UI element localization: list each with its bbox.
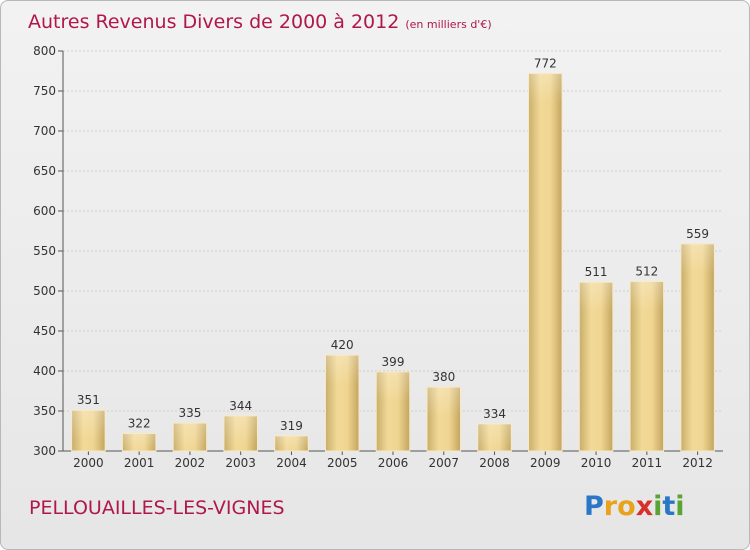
x-tick-label: 2004: [276, 456, 307, 470]
logo-letter: i: [653, 491, 663, 522]
x-tick-label: 2000: [73, 456, 104, 470]
bar-highlight: [630, 281, 664, 312]
label-layer: 351 322 335 344 319 420 399 380 334 772 511 512 559: [77, 56, 709, 432]
y-tick-label: 800: [33, 44, 56, 58]
chart-title: Autres Revenus Divers de 2000 à 2012 (en …: [28, 11, 492, 33]
bar-highlight: [223, 415, 258, 446]
bar-value-label: 512: [635, 264, 658, 278]
x-tick-label: 2012: [682, 456, 713, 470]
bar-highlight: [528, 73, 563, 104]
y-tick-label: 400: [33, 364, 56, 378]
bar-value-label: 559: [686, 227, 709, 241]
x-tick-label: 2002: [175, 456, 206, 470]
y-tick-label: 650: [33, 164, 56, 178]
bar-value-label: 322: [128, 416, 151, 430]
bar-highlight: [680, 243, 715, 274]
y-tick-label: 450: [33, 324, 56, 338]
bar-highlight: [427, 387, 461, 417]
x-tick-label: 2011: [632, 456, 663, 470]
y-tick-label: 550: [33, 244, 56, 258]
bar-layer: [71, 72, 715, 452]
bar-value-label: 335: [178, 406, 201, 420]
chart-subtitle: (en milliers d'€): [405, 18, 492, 31]
bar-value-label: 399: [382, 355, 405, 369]
y-tick-label: 350: [33, 404, 56, 418]
bar[interactable]: [680, 243, 715, 452]
bar-highlight: [71, 410, 106, 441]
logo-letter: r: [603, 491, 618, 522]
bar-highlight: [274, 435, 309, 451]
bar-value-label: 420: [331, 338, 354, 352]
y-tick-label: 600: [33, 204, 56, 218]
logo-letter: i: [675, 491, 685, 522]
bar-value-label: 772: [534, 56, 557, 70]
bar-highlight: [173, 423, 207, 451]
x-tick-label: 2008: [479, 456, 510, 470]
chart-title-text: Autres Revenus Divers de 2000 à 2012: [28, 11, 400, 33]
bar-highlight: [477, 423, 512, 451]
bar-value-label: 334: [483, 407, 506, 421]
y-tick-label: 300: [33, 444, 56, 458]
bar-value-label: 511: [585, 265, 608, 279]
bar-value-label: 351: [77, 393, 100, 407]
bar-highlight: [325, 355, 359, 385]
x-tick-label: 2005: [327, 456, 358, 470]
x-tick-label: 2007: [428, 456, 459, 470]
logo-letter: t: [662, 491, 676, 522]
x-tick-label: 2009: [530, 456, 561, 470]
bar-value-label: 319: [280, 419, 303, 433]
place-name: PELLOUAILLES-LES-VIGNES: [29, 497, 285, 519]
y-tick-label: 750: [33, 84, 56, 98]
bar-highlight: [376, 371, 410, 402]
logo-letter: o: [617, 491, 636, 522]
bar-value-label: 344: [229, 399, 252, 413]
x-tick-label: 2010: [581, 456, 612, 470]
bar-value-label: 380: [432, 370, 455, 384]
logo-letter: P: [584, 491, 604, 522]
bar-highlight: [579, 282, 613, 313]
x-tick-label: 2001: [124, 456, 155, 470]
logo-letter: x: [635, 491, 654, 522]
bar[interactable]: [528, 72, 563, 452]
proxiti-logo[interactable]: Proxiti: [584, 491, 685, 522]
x-tick-label: 2006: [378, 456, 409, 470]
bar-highlight: [122, 433, 156, 451]
y-tick-label: 500: [33, 284, 56, 298]
y-tick-label: 700: [33, 124, 56, 138]
x-tick-label: 2003: [225, 456, 256, 470]
